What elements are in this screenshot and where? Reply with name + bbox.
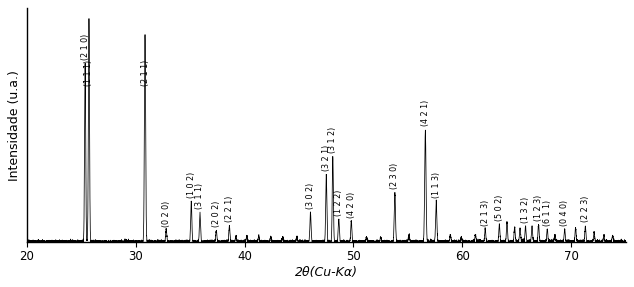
Text: (0 2 0): (0 2 0) (162, 200, 171, 227)
Text: (1 3 2): (1 3 2) (521, 197, 530, 223)
Text: (1 2 2): (1 2 2) (334, 189, 343, 216)
Text: (3 1 2): (3 1 2) (328, 127, 337, 153)
Text: (2 0 2): (2 0 2) (212, 200, 221, 227)
Text: (1 0 2): (1 0 2) (187, 171, 196, 198)
Text: (2 1 3): (2 1 3) (481, 199, 489, 226)
X-axis label: 2θ(Cu-Kα): 2θ(Cu-Kα) (295, 266, 358, 279)
Text: (2 1 1): (2 1 1) (141, 60, 150, 86)
Text: (2 2 1): (2 2 1) (225, 196, 234, 222)
Text: (1 1 3): (1 1 3) (432, 172, 441, 198)
Text: (4 2 1): (4 2 1) (421, 100, 430, 126)
Text: (2 2 3): (2 2 3) (581, 196, 590, 222)
Text: (6 1 1): (6 1 1) (543, 199, 552, 226)
Text: (3 1 1): (3 1 1) (195, 183, 205, 209)
Text: (3 0 2): (3 0 2) (306, 183, 315, 209)
Text: (2 1 0): (2 1 0) (81, 33, 89, 60)
Text: (3 2 1): (3 2 1) (322, 145, 331, 171)
Text: (4 2 0): (4 2 0) (347, 191, 356, 218)
Text: (2 3 0): (2 3 0) (391, 162, 399, 189)
Text: (1 1 1): (1 1 1) (84, 60, 93, 86)
Text: (0 4 0): (0 4 0) (560, 199, 569, 226)
Y-axis label: Intensidade (u.a.): Intensidade (u.a.) (8, 70, 22, 181)
Text: (1 2 3): (1 2 3) (534, 195, 543, 221)
Text: (5 0 2): (5 0 2) (495, 195, 504, 221)
